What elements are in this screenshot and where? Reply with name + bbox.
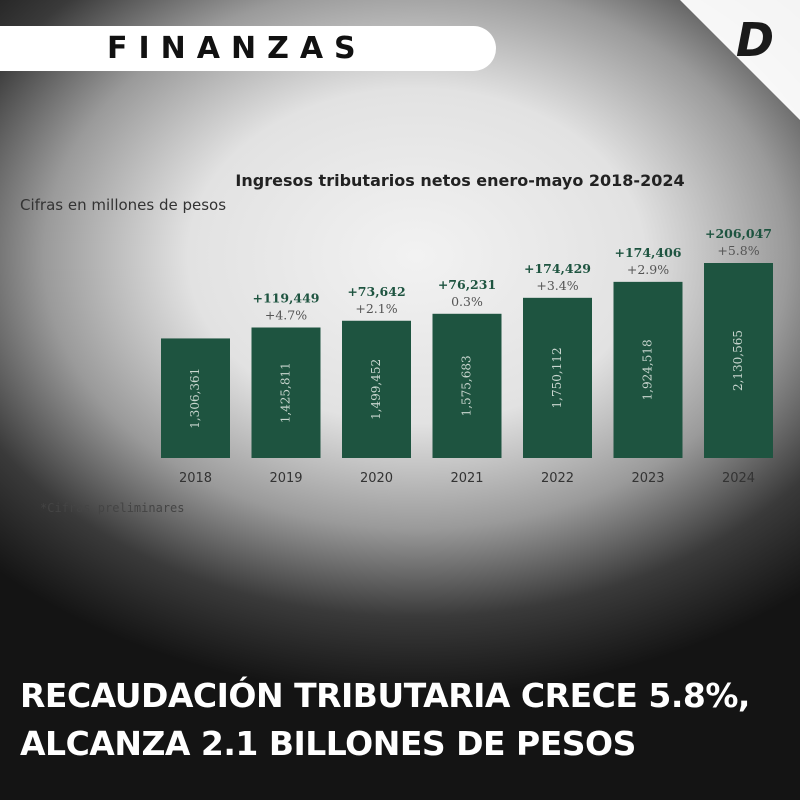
x-tick-label: 2020 [360, 471, 393, 486]
bar-value-label: 2,130,565 [731, 330, 745, 391]
chart-footnote: *Cifras preliminares [40, 501, 185, 515]
pct-label: +5.8% [717, 243, 759, 258]
bar-value-label: 1,575,683 [460, 355, 474, 416]
brand-logo-letter: D [736, 13, 774, 67]
section-label: FINANZAS [107, 31, 367, 66]
change-label: +76,231 [438, 277, 496, 292]
pct-label: +4.7% [265, 308, 307, 323]
change-label: +174,406 [614, 245, 681, 260]
x-tick-label: 2018 [179, 471, 212, 486]
x-tick-label: 2021 [450, 471, 483, 486]
bar-2019 [251, 327, 321, 458]
bar-value-label: 1,499,452 [369, 359, 383, 420]
chart-subtitle: Cifras en millones de pesos [20, 196, 227, 214]
bar-2022 [523, 297, 592, 458]
bar-2021 [432, 313, 502, 458]
bar-2020 [342, 320, 411, 458]
pct-label: +2.1% [355, 301, 397, 316]
x-tick-label: 2024 [722, 471, 755, 486]
brand-logo: D [680, 0, 800, 120]
pct-label: +2.9% [627, 262, 669, 277]
headline: RECAUDACIÓN TRIBUTARIA CRECE 5.8%, ALCAN… [20, 672, 790, 768]
bar-value-label: 1,306,361 [188, 368, 202, 429]
pct-label: 0.3% [451, 294, 483, 309]
x-tick-label: 2019 [269, 471, 302, 486]
bar-2023 [613, 281, 683, 458]
bar-2024 [704, 263, 773, 458]
change-label: +119,449 [252, 291, 319, 306]
pct-label: +3.4% [536, 278, 578, 293]
x-tick-label: 2022 [541, 471, 574, 486]
chart-title: Ingresos tributarios netos enero-mayo 20… [235, 171, 685, 190]
headline-line-2: ALCANZA 2.1 BILLONES DE PESOS [20, 724, 636, 763]
bar-value-label: 1,750,112 [550, 347, 564, 408]
bar-value-label: 1,924,518 [641, 339, 655, 400]
bar-value-label: 1,425,811 [279, 362, 293, 423]
change-label: +174,429 [524, 261, 591, 276]
change-label: +73,642 [347, 284, 405, 299]
x-tick-label: 2023 [631, 471, 664, 486]
section-banner: FINANZAS [0, 26, 496, 71]
bar-2018 [161, 338, 230, 458]
change-label: +206,047 [705, 226, 772, 241]
headline-line-1: RECAUDACIÓN TRIBUTARIA CRECE 5.8%, [20, 676, 750, 715]
